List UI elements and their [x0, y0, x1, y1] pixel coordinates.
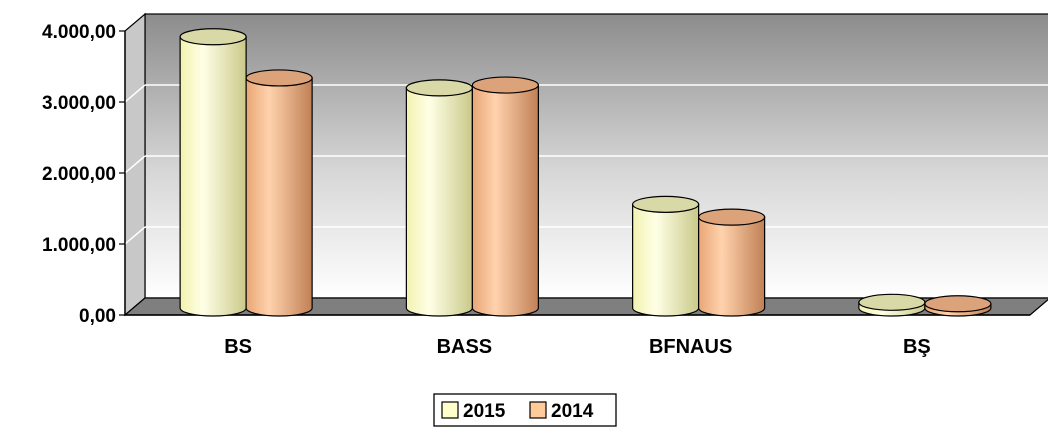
bar-top	[924, 295, 992, 313]
bars	[179, 28, 992, 317]
bar-body	[405, 87, 473, 317]
bar-BASS-2015	[405, 79, 473, 317]
legend-label-2014: 2014	[551, 401, 594, 422]
gridline-side	[124, 84, 146, 103]
bar-top	[179, 28, 247, 46]
legend-swatch-2015	[441, 401, 459, 419]
bar-body	[471, 84, 539, 317]
bar-top	[471, 76, 539, 94]
bar-BFNAUS-2014	[698, 208, 766, 317]
x-tick-label: BŞ	[903, 336, 931, 358]
y-tick-label: 1.000,00	[42, 235, 116, 256]
x-tick-label: BFNAUS	[649, 336, 732, 358]
labels: 0,00 1.000,00 2.000,00 3.000,00 4.000,00 BS BA…	[42, 22, 931, 358]
bar-top	[245, 69, 313, 87]
y-tick-label: 2.000,00	[42, 164, 116, 185]
bar-BS-2015	[179, 28, 247, 317]
legend-swatch-2014	[529, 401, 547, 419]
x-tick-label: BASS	[437, 336, 493, 358]
legend-label-2015: 2015	[463, 401, 506, 422]
bar-body	[698, 216, 766, 317]
bar-body	[632, 203, 700, 317]
gridline-side	[124, 155, 146, 174]
gridline-side	[124, 226, 146, 245]
bar-top	[698, 208, 766, 226]
y-tick-label: 4.000,00	[42, 22, 116, 43]
y-tick-label: 0,00	[79, 306, 116, 327]
bar-top	[858, 293, 926, 311]
bar-top	[405, 79, 473, 97]
bar-BASS-2014	[471, 76, 539, 317]
bar-BŞ-2014	[924, 295, 992, 317]
bar-BS-2014	[245, 69, 313, 317]
x-tick-label: BS	[224, 336, 252, 358]
bar-body	[179, 36, 247, 317]
y-tick-label: 3.000,00	[42, 93, 116, 114]
legend-box	[433, 393, 617, 427]
bar-BFNAUS-2015	[632, 195, 700, 317]
bar-BŞ-2015	[858, 293, 926, 317]
bar-top	[632, 195, 700, 213]
bar-body	[245, 77, 313, 317]
legend: 2015 2014	[433, 393, 617, 427]
